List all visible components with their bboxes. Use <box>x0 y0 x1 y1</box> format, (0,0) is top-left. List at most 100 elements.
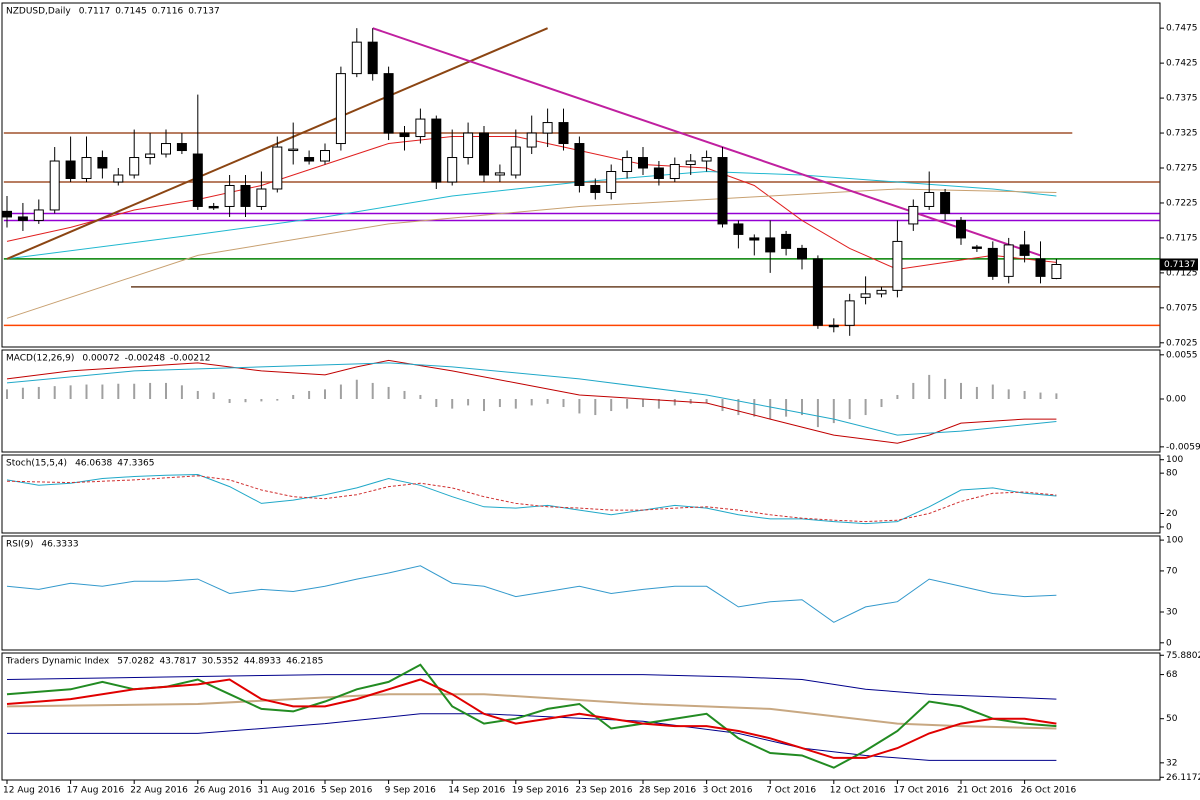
candle-body <box>669 164 680 179</box>
candle-body <box>351 41 362 75</box>
x-tick-label: 31 Aug 2016 <box>257 786 315 796</box>
x-tick-label: 3 Oct 2016 <box>703 786 753 796</box>
panel <box>6 473 1057 525</box>
y-tick-label: 50 <box>1166 714 1178 724</box>
y-tick-label: 0.7275 <box>1166 164 1198 174</box>
candle-body <box>65 160 76 179</box>
y-tick-label: 26.1172 <box>1166 773 1200 783</box>
candle-body <box>240 184 251 207</box>
candle-body <box>129 157 140 176</box>
candle-body <box>288 148 299 152</box>
candle-body <box>383 73 394 134</box>
panel <box>2 27 1160 336</box>
y-tick-label: 0 <box>1166 638 1172 648</box>
candle-body <box>558 122 569 145</box>
y-tick-label: -0.00596 <box>1166 442 1200 452</box>
candle-body <box>590 184 601 193</box>
panel-frame <box>1 349 1161 453</box>
panel-title: MACD(12,26,9) <box>6 354 74 364</box>
candle-body <box>749 237 760 241</box>
candle-body <box>2 210 12 218</box>
candle-body <box>494 172 505 176</box>
y-tick-label: 0.7175 <box>1166 233 1198 243</box>
y-tick-label: 100 <box>1166 455 1183 465</box>
candle-body <box>431 118 442 183</box>
candle-body <box>81 157 92 179</box>
candle-body <box>479 132 489 176</box>
candle-body <box>224 184 235 207</box>
candle-body <box>908 205 919 225</box>
panel-readout: 46.0638 <box>75 459 112 469</box>
y-tick-label: 0.7225 <box>1166 198 1198 208</box>
candle-body <box>97 157 108 169</box>
panel-readout: -0.00212 <box>170 354 210 364</box>
x-tick-label: 26 Oct 2016 <box>1021 786 1077 796</box>
x-tick-label: 26 Aug 2016 <box>194 786 252 796</box>
candle-body <box>399 132 410 138</box>
candle-body <box>924 191 935 207</box>
candle-body <box>415 118 426 138</box>
candle-body <box>606 171 617 193</box>
panel-frame <box>1 454 1161 534</box>
indicator-line <box>6 473 1057 525</box>
candle-body <box>335 73 346 145</box>
y-tick-label: 80 <box>1166 469 1178 479</box>
candle-body <box>1019 244 1030 256</box>
x-tick-label: 28 Sep 2016 <box>639 786 696 796</box>
candle-body <box>542 122 553 134</box>
candle-body <box>574 143 585 186</box>
x-tick-label: 7 Oct 2016 <box>766 786 816 796</box>
candle-body <box>797 247 807 260</box>
candle-body <box>272 146 283 190</box>
indicator-line <box>6 475 1057 523</box>
panel-frame <box>1 535 1161 651</box>
x-tick-label: 12 Aug 2016 <box>3 786 61 796</box>
panel-frame <box>1 2 1161 348</box>
y-tick-label: 0.7475 <box>1166 24 1198 34</box>
panel-title: RSI(9) <box>6 540 33 550</box>
panel-readout: 30.5352 <box>202 657 239 667</box>
panel-readout: -0.00248 <box>125 354 166 364</box>
last-price-label: 0.7137 <box>1164 260 1196 270</box>
candle-body <box>765 237 776 253</box>
moving-average <box>6 170 1057 260</box>
panel-title: Traders Dynamic Index <box>5 657 110 667</box>
panel-readout: 0.7145 <box>115 7 147 17</box>
candle-body <box>622 157 633 173</box>
candle-body <box>844 300 855 326</box>
candle-body <box>256 188 267 207</box>
y-tick-label: 20 <box>1166 509 1178 519</box>
candle-body <box>717 157 728 225</box>
candle-body <box>367 41 378 75</box>
panel-readout: 47.3365 <box>117 459 154 469</box>
candle-body <box>176 143 187 152</box>
panel-readout: 0.7117 <box>79 7 111 17</box>
y-tick-label: 32 <box>1166 758 1177 768</box>
y-tick-label: 30 <box>1166 608 1178 618</box>
panel-readout: 44.8933 <box>244 657 281 667</box>
candle-body <box>304 157 315 162</box>
x-tick-label: 17 Aug 2016 <box>67 786 125 796</box>
indicator-line <box>6 362 1057 436</box>
x-tick-label: 5 Sep 2016 <box>321 786 373 796</box>
moving-average <box>6 188 1057 319</box>
candle-body <box>17 216 28 221</box>
panel-readout: 0.7137 <box>188 7 220 17</box>
last-price-box <box>1160 258 1198 271</box>
y-tick-label: 0.7075 <box>1166 303 1198 313</box>
y-tick-label: 0.0055 <box>1166 350 1198 360</box>
candle-body <box>685 160 696 166</box>
panel-title: Stoch(15,5,4) <box>6 459 67 469</box>
y-tick-label: 70 <box>1166 566 1178 576</box>
panel-frame <box>1 652 1161 781</box>
y-tick-label: 0.00 <box>1166 394 1186 404</box>
candle-body <box>987 247 998 277</box>
candle-body <box>653 167 664 179</box>
candle-body <box>49 160 60 211</box>
candle-body <box>812 258 823 326</box>
indicator-line <box>6 359 1057 444</box>
candle-body <box>733 223 744 235</box>
candle-body <box>1035 258 1046 277</box>
x-tick-label: 19 Sep 2016 <box>512 786 569 796</box>
candle-body <box>701 157 712 162</box>
